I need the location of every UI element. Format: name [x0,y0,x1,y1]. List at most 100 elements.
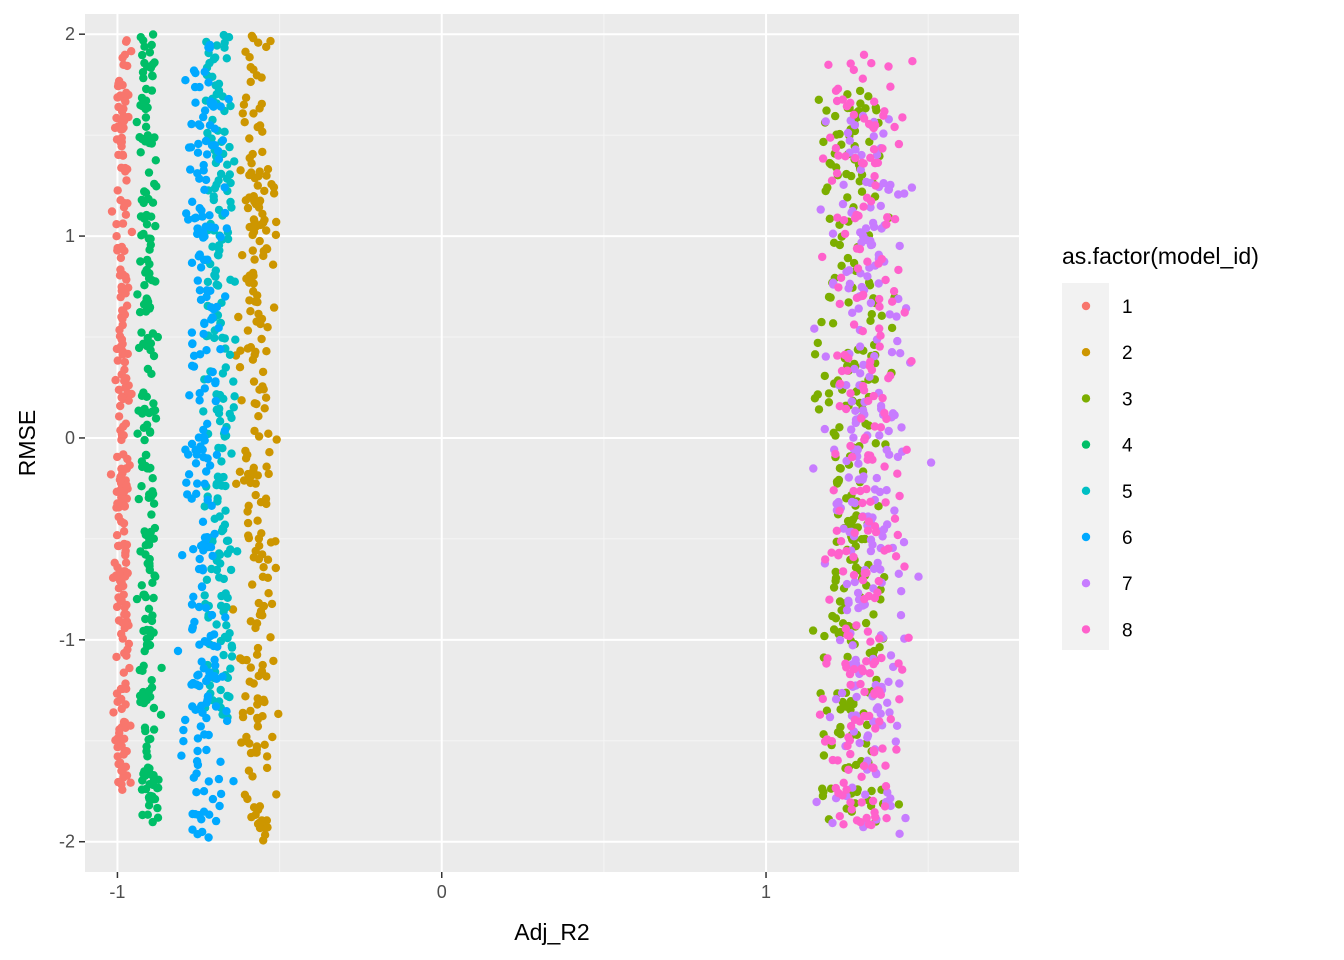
data-point [143,297,153,307]
data-point [875,294,884,304]
data-point [187,439,197,449]
data-point [144,604,154,613]
data-point [843,652,852,662]
data-point [833,756,842,765]
data-point [218,672,227,681]
data-point [815,710,825,719]
data-point [121,97,130,106]
data-point [148,487,157,496]
data-point [265,448,274,457]
data-point [870,97,879,106]
data-point [141,614,150,624]
data-point [862,568,871,578]
data-point [861,618,871,628]
data-point [848,308,857,317]
data-point [832,526,841,535]
data-point [864,820,874,829]
data-point [866,153,875,162]
data-point [246,77,255,87]
data-point [202,150,212,159]
data-point [193,224,202,233]
data-point [195,640,204,649]
data-point [121,210,131,219]
data-point [866,236,875,246]
data-point [846,721,856,731]
data-point [188,825,197,834]
data-point [204,833,213,842]
data-point [848,515,858,524]
data-point [211,702,221,711]
data-point [248,246,257,255]
data-point [139,73,148,83]
data-point [859,114,869,123]
data-point [137,328,146,337]
data-point [926,458,936,467]
data-point [112,220,121,229]
data-point [262,752,272,761]
data-point [150,58,159,67]
legend-label: 1 [1122,297,1133,318]
data-point [111,375,120,385]
data-point [829,486,838,495]
data-point [202,292,211,302]
data-point [835,423,844,432]
legend-item-8: 8 [1081,620,1133,641]
data-point [818,791,828,801]
data-point [181,76,190,85]
x-axis-ticks: -1 0 1 [109,872,771,902]
data-point [246,307,255,316]
data-point [873,158,883,167]
data-point [203,419,212,428]
data-point [263,323,272,332]
data-point [181,715,190,725]
data-point [210,270,219,280]
data-point [853,264,863,273]
data-point [195,396,204,405]
data-point [114,759,123,769]
data-point [851,406,860,415]
data-point [147,40,156,50]
data-point [193,760,203,770]
data-point [118,785,127,794]
data-point [254,38,263,47]
data-point [119,348,128,357]
data-point [116,253,126,263]
data-point [822,706,832,715]
data-point [202,676,211,686]
data-point [231,335,240,344]
data-point [850,528,859,537]
data-point [205,211,214,220]
series-1 [106,36,137,794]
data-point [223,691,232,701]
data-point [223,633,232,643]
data-point [197,582,207,591]
data-point [188,809,197,819]
legend: 1 2 3 4 5 6 7 8 [1081,297,1133,641]
data-point [205,121,215,130]
data-points [106,30,936,845]
data-point [114,777,123,787]
data-point [251,490,260,500]
data-point [119,422,128,431]
data-point [145,427,155,436]
data-point [210,223,220,232]
data-point [211,816,221,826]
data-point [149,499,159,508]
data-point [120,501,129,511]
data-point [212,450,222,459]
data-point [864,92,873,101]
data-point [849,320,859,329]
data-point [149,593,158,603]
data-point [842,547,851,556]
data-point [246,343,255,352]
data-point [195,286,205,295]
data-point [857,150,866,160]
data-point [824,60,833,69]
data-point [859,50,869,59]
data-point [144,194,153,204]
data-point [148,611,157,620]
data-point [148,817,157,827]
data-point [255,236,264,246]
data-point [857,238,866,247]
data-point [209,630,219,639]
